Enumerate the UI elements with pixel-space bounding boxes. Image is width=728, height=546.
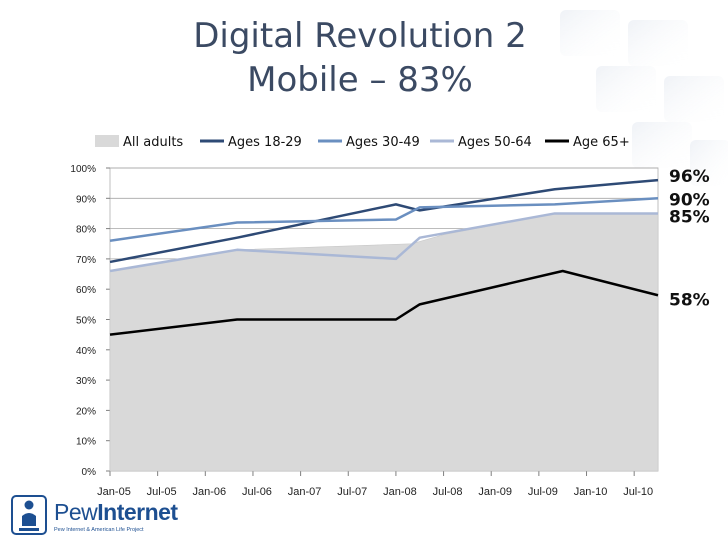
x-tick-label: Jul-08 bbox=[433, 486, 463, 498]
x-tick-label: Jan-07 bbox=[288, 486, 322, 498]
x-tick-label: Jan-10 bbox=[574, 486, 608, 498]
x-tick-label: Jul-09 bbox=[528, 486, 558, 498]
title-line-1: Digital Revolution 2 bbox=[193, 16, 527, 56]
y-tick-label: 60% bbox=[76, 285, 96, 296]
x-tick-label: Jan-09 bbox=[478, 486, 512, 498]
pew-logo-icon bbox=[11, 495, 47, 535]
x-tick-label: Jan-05 bbox=[97, 486, 131, 498]
y-tick-label: 100% bbox=[70, 164, 96, 175]
y-tick-label: 50% bbox=[76, 316, 96, 327]
legend-label-all-adults: All adults bbox=[123, 135, 183, 150]
legend-label-ages-50-64: Ages 50-64 bbox=[458, 135, 532, 150]
x-tick-label: Jan-08 bbox=[383, 486, 417, 498]
x-tick-label: Jul-07 bbox=[337, 486, 367, 498]
pew-internet-logo: PewInternet Pew Internet & American Life… bbox=[10, 492, 210, 542]
y-tick-label: 70% bbox=[76, 255, 96, 266]
y-tick-label: 10% bbox=[76, 437, 96, 448]
slide-title: Digital Revolution 2 Mobile – 83% bbox=[150, 14, 570, 102]
title-line-2: Mobile – 83% bbox=[247, 60, 473, 100]
series-line-ages-18-29 bbox=[109, 178, 659, 264]
y-tick-label: 30% bbox=[76, 376, 96, 387]
x-tick-label: Jan-06 bbox=[192, 486, 226, 498]
y-tick-label: 80% bbox=[76, 225, 96, 236]
y-tick-label: 20% bbox=[76, 406, 96, 417]
series-line-ages-50-64 bbox=[109, 212, 658, 273]
logo-tagline: Pew Internet & American Life Project bbox=[54, 527, 144, 533]
end-value-label: 85% bbox=[669, 207, 710, 227]
end-value-label: 90% bbox=[669, 190, 710, 210]
end-value-label: 96% bbox=[669, 167, 710, 187]
logo-name-pew: Pew bbox=[54, 499, 98, 525]
legend-label-ages-18-29: Ages 18-29 bbox=[228, 135, 302, 150]
legend-label-age-65-: Age 65+ bbox=[573, 135, 630, 150]
series-line-ages-30-49 bbox=[109, 197, 659, 242]
y-tick-label: 40% bbox=[76, 346, 96, 357]
y-tick-label: 90% bbox=[76, 194, 96, 205]
legend-swatch-all-adults bbox=[95, 135, 119, 147]
logo-wordmark: PewInternet bbox=[54, 499, 178, 526]
x-tick-label: Jul-10 bbox=[623, 486, 653, 498]
y-tick-label: 0% bbox=[82, 467, 97, 478]
legend-label-ages-30-49: Ages 30-49 bbox=[346, 135, 420, 150]
series-line-age-65- bbox=[109, 269, 659, 336]
end-value-label: 58% bbox=[669, 290, 710, 310]
x-tick-label: Jul-06 bbox=[242, 486, 272, 498]
logo-name-internet: Internet bbox=[97, 499, 178, 525]
x-tick-label: Jul-05 bbox=[147, 486, 177, 498]
